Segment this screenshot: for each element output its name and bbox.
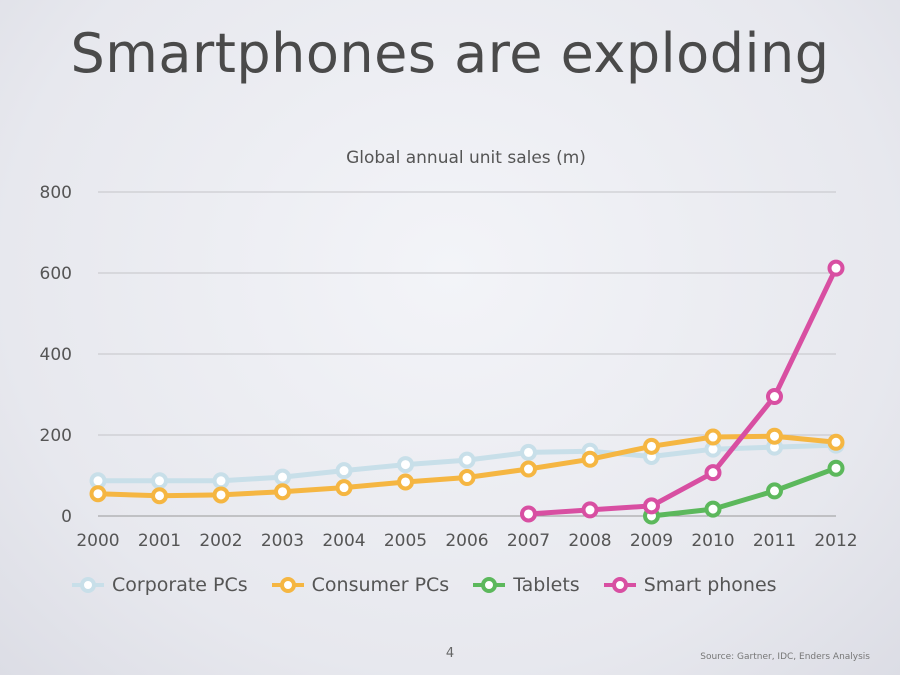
y-tick-label-400: 400 bbox=[40, 345, 72, 365]
data-point-consumer-pcs-2001 bbox=[151, 487, 168, 505]
data-point-corporate-pcs-2001 bbox=[151, 472, 168, 490]
x-tick-label-2009: 2009 bbox=[630, 531, 673, 551]
legend: Corporate PCs Consumer PCs Tablets Smart ph… bbox=[70, 574, 799, 596]
series-points bbox=[89, 259, 845, 525]
data-point-consumer-pcs-2005 bbox=[397, 473, 414, 491]
chart-title: Global annual unit sales (m) bbox=[346, 148, 586, 168]
data-point-corporate-pcs-2005 bbox=[397, 456, 414, 474]
x-tick-label-2000: 2000 bbox=[76, 531, 119, 551]
legend-marker-corporate-pcs bbox=[80, 577, 96, 593]
x-tick-label-2006: 2006 bbox=[445, 531, 488, 551]
data-point-consumer-pcs-2009 bbox=[643, 437, 660, 455]
x-tick-label-2012: 2012 bbox=[814, 531, 857, 551]
x-axis: 2000 2001 2002 2003 2004 2005 2006 2007 2008 2009… bbox=[76, 531, 857, 551]
x-tick-label-2003: 2003 bbox=[261, 531, 304, 551]
data-point-smart-phones-2011 bbox=[766, 388, 783, 406]
data-point-tablets-2011 bbox=[766, 482, 783, 500]
legend-label-corporate-pcs: Corporate PCs bbox=[112, 574, 248, 596]
y-axis: 0 200 400 600 800 bbox=[40, 183, 72, 527]
data-point-corporate-pcs-2007 bbox=[520, 443, 537, 461]
data-point-smart-phones-2008 bbox=[581, 501, 599, 519]
y-tick-label-600: 600 bbox=[40, 264, 72, 284]
legend-swatch-consumer-pcs bbox=[270, 575, 306, 595]
data-point-consumer-pcs-2012 bbox=[827, 433, 845, 451]
data-point-corporate-pcs-2006 bbox=[458, 451, 476, 469]
legend-item-corporate-pcs: Corporate PCs bbox=[70, 574, 248, 596]
y-tick-label-0: 0 bbox=[61, 507, 72, 527]
legend-swatch-corporate-pcs bbox=[70, 575, 106, 595]
y-tick-label-200: 200 bbox=[40, 426, 72, 446]
data-point-consumer-pcs-2008 bbox=[581, 450, 599, 468]
data-point-consumer-pcs-2010 bbox=[704, 428, 722, 446]
data-point-consumer-pcs-2002 bbox=[212, 486, 230, 504]
x-tick-label-2001: 2001 bbox=[138, 531, 181, 551]
data-point-corporate-pcs-2003 bbox=[274, 468, 291, 486]
series-line-smart-phones bbox=[526, 265, 839, 517]
legend-marker-consumer-pcs bbox=[279, 577, 296, 593]
series-line-tablets bbox=[649, 465, 839, 519]
legend-item-smart-phones: Smart phones bbox=[602, 574, 777, 596]
data-point-smart-phones-2012 bbox=[827, 259, 845, 277]
data-point-tablets-2012 bbox=[827, 459, 845, 477]
page-number: 4 bbox=[445, 646, 455, 661]
x-tick-label-2002: 2002 bbox=[199, 531, 242, 551]
data-point-smart-phones-2010 bbox=[704, 464, 722, 482]
data-point-tablets-2010 bbox=[704, 500, 722, 518]
data-point-consumer-pcs-2011 bbox=[766, 427, 783, 445]
legend-item-tablets: Tablets bbox=[471, 574, 580, 596]
x-tick-label-2007: 2007 bbox=[507, 531, 550, 551]
legend-marker-smart-phones bbox=[611, 577, 628, 593]
data-point-smart-phones-2009 bbox=[643, 497, 660, 515]
data-point-consumer-pcs-2000 bbox=[89, 485, 107, 503]
data-point-corporate-pcs-2002 bbox=[212, 472, 230, 490]
data-point-consumer-pcs-2003 bbox=[274, 483, 291, 501]
slide-title: Smartphones are exploding bbox=[70, 22, 830, 85]
data-point-consumer-pcs-2007 bbox=[520, 460, 537, 478]
x-tick-label-2010: 2010 bbox=[691, 531, 734, 551]
x-tick-label-2004: 2004 bbox=[322, 531, 365, 551]
legend-label-consumer-pcs: Consumer PCs bbox=[311, 574, 450, 596]
x-tick-label-2008: 2008 bbox=[568, 531, 611, 551]
legend-swatch-tablets bbox=[471, 575, 507, 595]
data-point-corporate-pcs-2004 bbox=[335, 462, 353, 480]
legend-label-smart-phones: Smart phones bbox=[643, 574, 777, 596]
legend-label-tablets: Tablets bbox=[513, 574, 580, 596]
legend-marker-tablets bbox=[481, 577, 498, 593]
x-tick-label-2005: 2005 bbox=[384, 531, 427, 551]
data-point-consumer-pcs-2006 bbox=[458, 469, 476, 487]
data-point-consumer-pcs-2004 bbox=[335, 479, 353, 497]
source-note: Source: Gartner, IDC, Enders Analysis bbox=[700, 652, 870, 662]
x-tick-label-2011: 2011 bbox=[753, 531, 796, 551]
legend-item-consumer-pcs: Consumer PCs bbox=[270, 574, 450, 596]
legend-swatch-smart-phones bbox=[602, 575, 638, 595]
y-tick-label-800: 800 bbox=[40, 183, 72, 203]
data-point-smart-phones-2007 bbox=[520, 505, 537, 523]
